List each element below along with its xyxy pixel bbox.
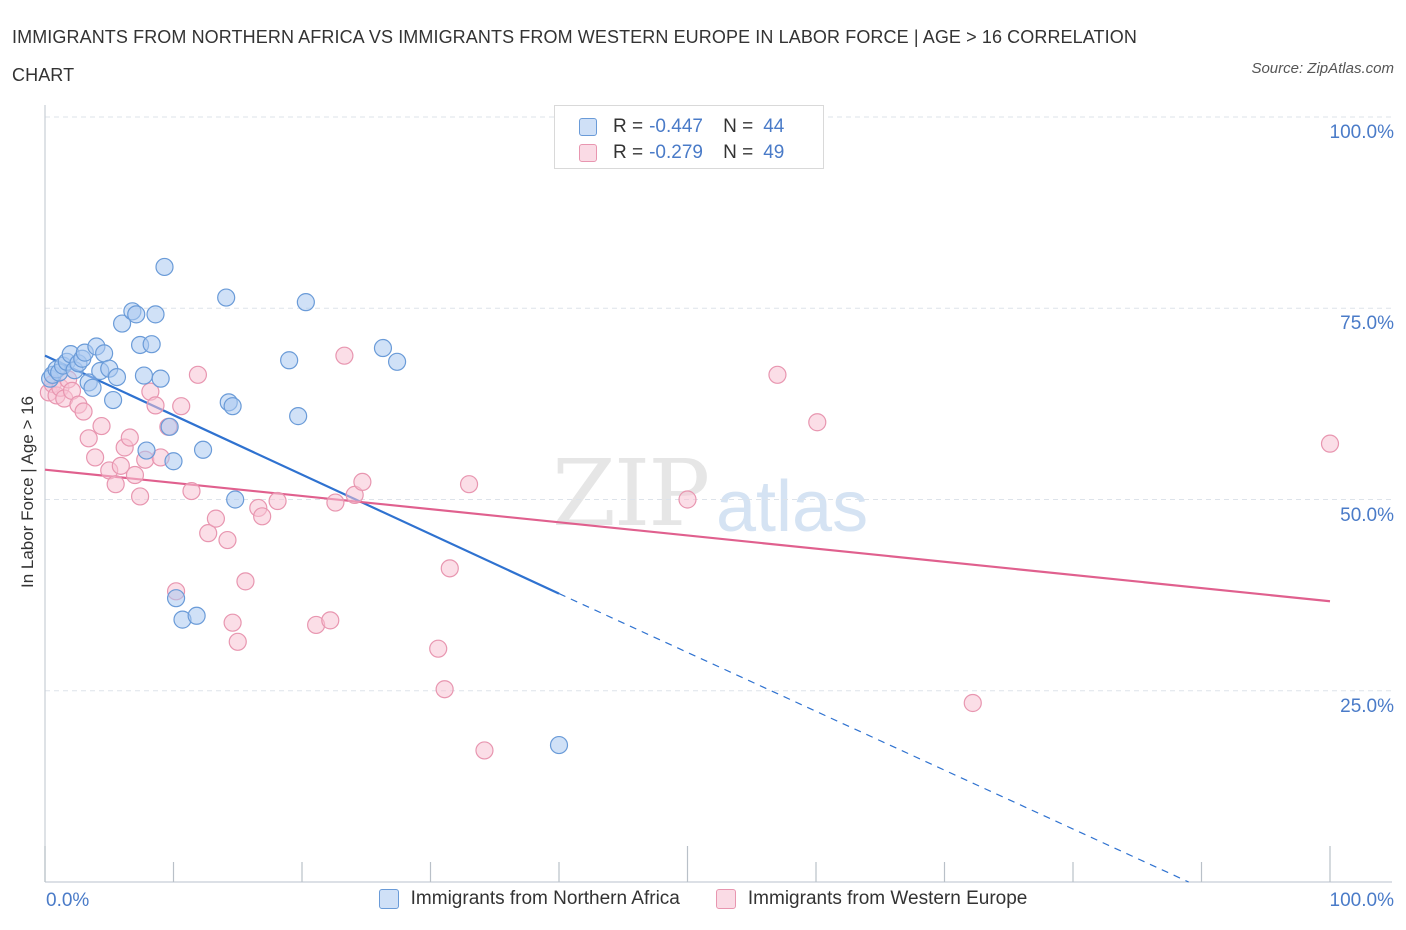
r-value: -0.279 (649, 142, 703, 163)
n-label: N = (723, 142, 754, 163)
point-western-europe (125, 465, 145, 485)
point-northern-africa (107, 368, 127, 387)
point-northern-africa (127, 305, 146, 324)
chart-source: Source: ZipAtlas.com (1251, 60, 1394, 77)
r-label: R = (613, 142, 644, 163)
point-western-europe (268, 491, 287, 511)
point-western-europe (199, 524, 218, 543)
point-northern-africa (217, 288, 236, 307)
point-western-europe (236, 572, 255, 591)
point-western-europe (321, 611, 340, 630)
legend-item-western-europe[interactable]: Immigrants from Western Europe (715, 888, 1028, 910)
point-northern-africa (137, 441, 156, 460)
point-western-europe (111, 456, 130, 475)
point-northern-africa (142, 335, 161, 354)
point-western-europe (223, 613, 242, 632)
r-value: -0.447 (649, 116, 703, 137)
point-western-europe (92, 416, 111, 436)
point-northern-africa (160, 417, 179, 436)
trendline-northern-africa (44, 354, 560, 595)
series-legend: Immigrants from Northern Africa Immigran… (0, 888, 1406, 910)
x-tick-label-min: 0.0% (46, 890, 90, 911)
point-northern-africa (223, 397, 242, 416)
point-northern-africa (146, 305, 165, 324)
point-northern-africa (151, 369, 170, 388)
watermark-atlas: atlas (716, 467, 869, 547)
stats-legend-row-blue: R = -0.447 N = 44 (579, 113, 784, 141)
point-northern-africa (134, 366, 154, 385)
trendline-western-europe (44, 468, 1331, 603)
point-western-europe (335, 346, 354, 365)
point-western-europe (79, 429, 98, 448)
legend-swatch-blue (378, 889, 399, 909)
point-northern-africa (83, 378, 102, 397)
point-northern-africa (112, 314, 132, 333)
point-northern-africa (104, 390, 123, 410)
point-western-europe (106, 475, 125, 494)
point-western-europe (74, 402, 93, 421)
point-western-europe (326, 493, 345, 512)
point-western-europe (768, 365, 787, 384)
point-western-europe (130, 487, 150, 506)
point-northern-africa (296, 293, 315, 312)
stats-legend-row-pink: R = -0.279 N = 49 (579, 139, 784, 167)
point-western-europe (429, 639, 448, 658)
y-tick-label: 25.0% (1340, 695, 1394, 717)
trend-lines (44, 354, 1331, 883)
legend-label-northern-africa: Immigrants from Northern Africa (410, 888, 680, 909)
legend-label-western-europe: Immigrants from Western Europe (747, 888, 1028, 909)
legend-swatch-pink (715, 889, 736, 909)
point-western-europe (353, 472, 372, 492)
point-northern-africa (387, 352, 407, 371)
chart-title: IMMIGRANTS FROM NORTHERN AFRICA VS IMMIG… (12, 27, 1137, 85)
trendline-northern-africa-extension (558, 593, 1189, 883)
point-northern-africa (289, 407, 308, 426)
point-western-europe (146, 396, 165, 415)
y-tick-label: 100.0% (1329, 122, 1394, 143)
x-tick-label-max: 100.0% (1329, 890, 1394, 911)
point-northern-africa (187, 606, 206, 625)
y-tick-label: 75.0% (1340, 313, 1394, 335)
legend-swatch-blue (579, 118, 597, 136)
legend-swatch-pink (579, 144, 597, 162)
point-western-europe (218, 530, 237, 550)
point-western-europe (1320, 434, 1340, 453)
r-label: R = (613, 116, 644, 137)
point-northern-africa (373, 338, 393, 358)
point-northern-africa (166, 589, 186, 608)
point-western-europe (678, 490, 697, 509)
data-points (39, 257, 1340, 760)
point-northern-africa (164, 452, 183, 471)
point-northern-africa (95, 344, 114, 363)
axes (44, 105, 1392, 883)
n-label: N = (723, 116, 754, 137)
n-value: 44 (763, 116, 785, 137)
point-western-europe (182, 481, 201, 501)
y-axis-label: In Labor Force | Age > 16 (18, 395, 37, 589)
point-western-europe (172, 397, 191, 416)
point-western-europe (435, 680, 454, 699)
point-northern-africa (155, 257, 174, 277)
point-western-europe (475, 741, 494, 760)
grid-lines (45, 116, 1392, 692)
point-western-europe (120, 428, 139, 447)
point-northern-africa (193, 440, 213, 459)
point-western-europe (188, 365, 208, 384)
stats-legend: R = -0.447 N = 44 R = -0.279 N = 49 (554, 105, 824, 169)
y-tick-label: 50.0% (1340, 504, 1394, 526)
point-northern-africa (549, 735, 569, 755)
legend-item-northern-africa[interactable]: Immigrants from Northern Africa (378, 888, 680, 910)
point-western-europe (206, 509, 226, 528)
point-western-europe (253, 507, 272, 526)
point-western-europe (808, 413, 827, 432)
point-western-europe (228, 632, 247, 651)
point-western-europe (440, 559, 459, 578)
point-western-europe (459, 475, 479, 494)
point-northern-africa (280, 351, 299, 370)
point-northern-africa (226, 490, 245, 509)
n-value: 49 (763, 142, 785, 163)
point-western-europe (963, 693, 982, 713)
point-western-europe (86, 448, 105, 467)
